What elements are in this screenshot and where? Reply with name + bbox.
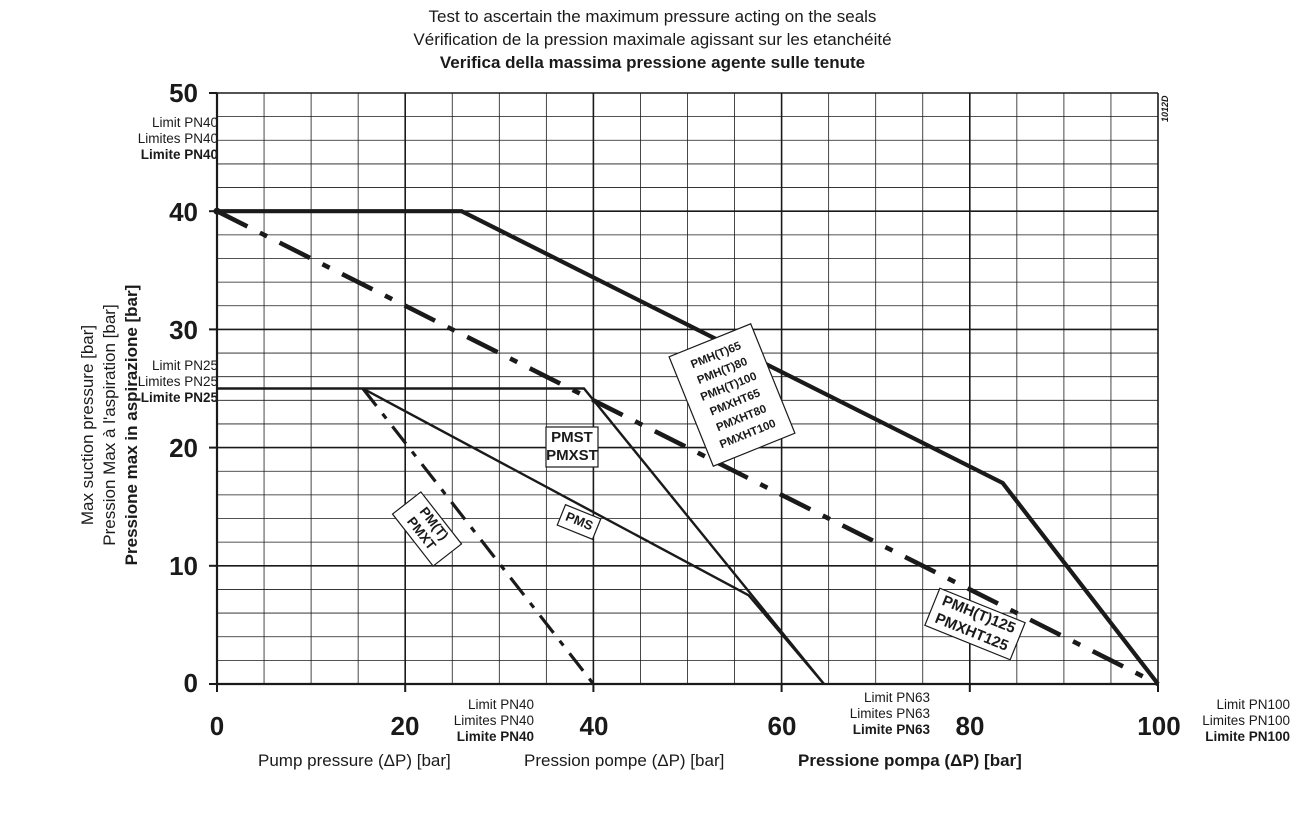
label-pmh-group: PMH(T)65PMH(T)80PMH(T)100PMXHT65PMXHT80P… bbox=[668, 323, 796, 467]
label-pmh-group-box bbox=[668, 323, 796, 467]
x-axis-title-it: Pressione pompa (ΔP) [bar] bbox=[798, 751, 1022, 770]
drawing-code: 1012D bbox=[1160, 95, 1170, 122]
series-line-5 bbox=[215, 209, 1160, 687]
y-tick-label: 50 bbox=[169, 78, 198, 108]
label-pmt: PM(T)PMXT bbox=[391, 491, 463, 567]
x-axis-title-fr: Pression pompe (ΔP) [bar] bbox=[524, 751, 725, 770]
limit-pn40-bottom: Limit PN40 Limites PN40 Limite PN40 bbox=[453, 697, 534, 744]
x-axis-title-en: Pump pressure (ΔP) [bar] bbox=[258, 751, 451, 770]
x-tick-label: 40 bbox=[579, 711, 609, 741]
label-pmt-text: PMXT bbox=[404, 514, 439, 553]
label-pmh125-box bbox=[924, 587, 1026, 661]
series-line-3 bbox=[362, 387, 825, 685]
label-pmst-text: PMXST bbox=[546, 447, 598, 464]
label-pmst-box bbox=[545, 426, 599, 468]
x-tick-label: 80 bbox=[955, 711, 985, 741]
chart-title-en: Test to ascertain the maximum pressure a… bbox=[428, 7, 877, 26]
y-tick-label: 10 bbox=[169, 551, 198, 581]
label-pmh125-text: PMH(T)125 bbox=[940, 592, 1018, 637]
x-tick-label: 100 bbox=[1137, 711, 1181, 741]
y-tick-label: 40 bbox=[169, 197, 198, 227]
label-pmh-group-text: PMXHT65 bbox=[708, 387, 762, 418]
label-pmst-text: PMST bbox=[551, 429, 593, 446]
x-tick-label: 20 bbox=[390, 711, 420, 741]
label-pmh125-text: PMXHT125 bbox=[933, 610, 1011, 655]
series-line-4 bbox=[361, 387, 595, 685]
label-pmh-group-text: PMH(T)65 bbox=[689, 340, 743, 371]
label-pmh-group-text: PMH(T)100 bbox=[699, 370, 759, 403]
series-start-point bbox=[213, 207, 221, 215]
label-pmh-group-text: PMH(T)80 bbox=[696, 356, 750, 387]
label-pmt-box bbox=[391, 491, 463, 567]
label-pms-text: PMS bbox=[564, 509, 596, 534]
x-tick-label: 0 bbox=[209, 711, 225, 741]
chart-title-it: Verifica della massima pressione agente … bbox=[439, 53, 866, 72]
limit-pn100-bottom: Limit PN100 Limites PN100 Limite PN100 bbox=[1202, 697, 1290, 744]
limit-pn40-left: Limit PN40 Limites PN40 Limite PN40 bbox=[137, 115, 218, 162]
label-pmh-group-text: PMXHT80 bbox=[715, 403, 769, 434]
series-line-1 bbox=[217, 209, 1160, 686]
label-pms-box bbox=[556, 503, 602, 541]
limit-pn63-bottom: Limit PN63 Limites PN63 Limite PN63 bbox=[849, 690, 930, 737]
label-pmh-group-text: PMXHT100 bbox=[718, 418, 778, 451]
label-pmt-text: PM(T) bbox=[417, 504, 452, 543]
limit-pn25-left: Limit PN25 Limites PN25 Limite PN25 bbox=[137, 358, 218, 405]
label-pms: PMS bbox=[556, 503, 602, 541]
chart-title-fr: Vérification de la pression maximale agi… bbox=[413, 30, 892, 49]
y-tick-label: 30 bbox=[169, 315, 198, 345]
x-tick-label: 60 bbox=[767, 711, 797, 741]
y-tick-label: 0 bbox=[183, 668, 198, 698]
series-line-2 bbox=[217, 387, 825, 685]
y-tick-label: 20 bbox=[169, 433, 198, 463]
